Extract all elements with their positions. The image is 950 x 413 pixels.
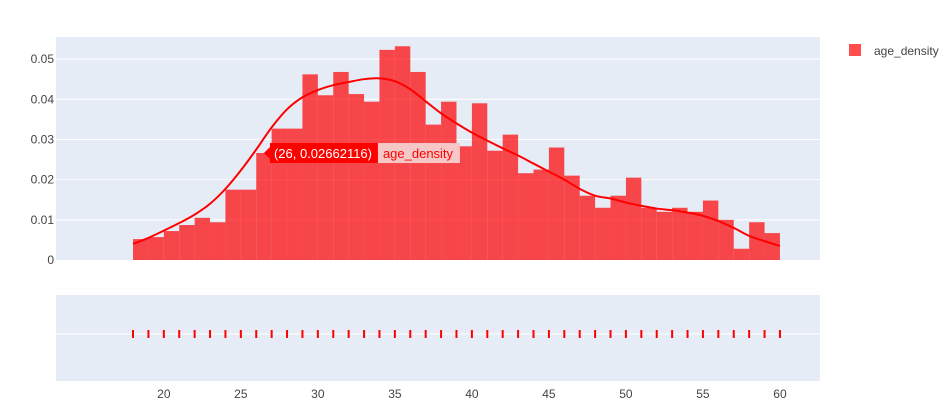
- histogram-bar[interactable]: [487, 150, 503, 260]
- x-tick-label: 30: [311, 387, 325, 401]
- x-tick-label: 20: [157, 387, 171, 401]
- x-tick-label: 40: [465, 387, 479, 401]
- legend-swatch-age-density[interactable]: [849, 44, 861, 56]
- x-tick-label: 60: [773, 387, 787, 401]
- histogram-bar[interactable]: [702, 200, 719, 260]
- rug-marks: [132, 330, 781, 338]
- histogram-bar[interactable]: [502, 134, 519, 260]
- histogram-bar[interactable]: [533, 169, 549, 260]
- histogram-bar[interactable]: [148, 237, 164, 260]
- y-tick-label: 0.02: [31, 173, 55, 187]
- hover-tooltip: (26, 0.02662116) age_density: [263, 143, 460, 164]
- histogram-bar[interactable]: [610, 195, 626, 260]
- histogram-bar[interactable]: [548, 147, 565, 260]
- histogram-bar[interactable]: [256, 153, 272, 260]
- histogram-bar[interactable]: [194, 217, 211, 260]
- hover-series-text: age_density: [383, 146, 454, 161]
- histogram-bar[interactable]: [471, 103, 488, 260]
- histogram-bar[interactable]: [518, 173, 534, 260]
- x-axis-tick-labels: 20 25 30 35 40 45 50 55 60: [157, 387, 787, 401]
- legend[interactable]: age_density: [849, 44, 939, 58]
- histogram-bar[interactable]: [210, 222, 226, 260]
- histogram-bar[interactable]: [364, 101, 380, 260]
- y-tick-label: 0.04: [31, 92, 55, 106]
- histogram-bar[interactable]: [302, 74, 318, 260]
- x-tick-label: 35: [388, 387, 402, 401]
- histogram-bar[interactable]: [225, 189, 241, 260]
- hover-value-box: [269, 143, 378, 164]
- rug-plot-area[interactable]: [56, 295, 820, 381]
- x-tick-label: 50: [619, 387, 633, 401]
- histogram-bars: [133, 46, 780, 261]
- histogram-bar[interactable]: [441, 101, 457, 260]
- hover-pointer: [263, 147, 270, 160]
- histogram-bar[interactable]: [133, 239, 149, 260]
- histogram-bar[interactable]: [163, 231, 180, 260]
- histogram-bar[interactable]: [179, 225, 195, 260]
- histogram-bar[interactable]: [564, 175, 580, 260]
- legend-label-age-density[interactable]: age_density: [874, 44, 939, 58]
- x-tick-label: 25: [234, 387, 248, 401]
- histogram-bar[interactable]: [672, 207, 688, 260]
- x-tick-label: 45: [542, 387, 556, 401]
- y-axis-tick-labels: 0 0.01 0.02 0.03 0.04 0.05: [31, 52, 55, 267]
- histogram-bar[interactable]: [348, 94, 365, 261]
- histogram-bar[interactable]: [718, 219, 734, 260]
- histogram-bar[interactable]: [456, 146, 472, 260]
- hover-series-box: [377, 143, 460, 164]
- histogram-bar[interactable]: [733, 248, 750, 260]
- histogram-bar[interactable]: [656, 211, 673, 260]
- y-tick-label: 0.01: [31, 213, 55, 227]
- hover-value-text: (26, 0.02662116): [274, 146, 372, 161]
- density-curve[interactable]: [132, 77, 781, 247]
- histogram-bar[interactable]: [317, 95, 334, 260]
- histogram-bar[interactable]: [625, 177, 642, 260]
- histogram-bar[interactable]: [595, 207, 611, 260]
- histogram-bar[interactable]: [410, 71, 426, 260]
- x-tick-label: 55: [696, 387, 710, 401]
- histogram-bar[interactable]: [240, 189, 257, 260]
- histogram-bar[interactable]: [333, 71, 349, 260]
- y-tick-label: 0.05: [31, 52, 55, 66]
- histogram-bar[interactable]: [641, 207, 657, 260]
- histogram-bar[interactable]: [764, 233, 780, 260]
- y-tick-label: 0.03: [31, 132, 55, 146]
- histogram-bar[interactable]: [579, 195, 596, 260]
- y-tick-label: 0: [47, 253, 54, 267]
- histogram-bar[interactable]: [687, 211, 703, 260]
- histogram-bar[interactable]: [749, 222, 765, 260]
